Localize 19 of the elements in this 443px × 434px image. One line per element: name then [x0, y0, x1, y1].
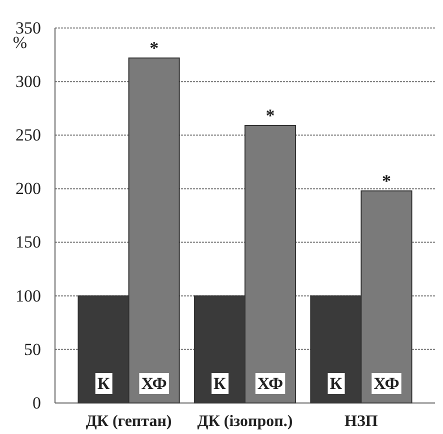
- series-label: ХФ: [141, 374, 167, 393]
- series-label: К: [97, 374, 110, 393]
- y-tick-label: 50: [24, 340, 41, 359]
- annotation: *: [382, 170, 391, 191]
- x-tick-label: ДК (ізопроп.): [197, 413, 293, 430]
- text: ХФ: [257, 374, 284, 393]
- y-tick-label: 250: [16, 126, 41, 145]
- text: ХФ: [374, 374, 400, 393]
- y-tick-label: 150: [16, 232, 41, 252]
- annotation: *: [266, 106, 275, 126]
- text: К: [330, 374, 342, 393]
- text: К: [214, 374, 226, 393]
- x-tick-label: ДК (гептан): [86, 413, 172, 430]
- y-tick-label: 200: [16, 179, 41, 198]
- x-tick-label: НЗП: [344, 413, 378, 430]
- annotation: *: [150, 38, 159, 58]
- y-tick-label: 0: [32, 393, 41, 412]
- y-tick-label: 100: [16, 286, 41, 306]
- y-tick-label: 300: [16, 72, 41, 92]
